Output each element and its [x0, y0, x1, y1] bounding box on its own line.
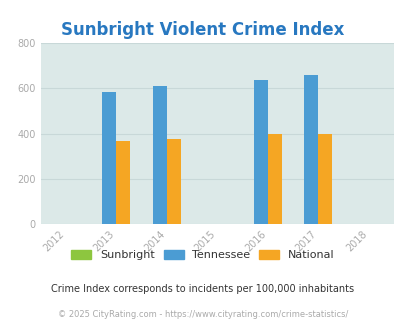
Text: Sunbright Violent Crime Index: Sunbright Violent Crime Index	[61, 21, 344, 39]
Legend: Sunbright, Tennessee, National: Sunbright, Tennessee, National	[71, 250, 334, 260]
Bar	[267, 134, 281, 224]
Bar	[102, 92, 116, 224]
Bar	[318, 134, 331, 224]
Bar	[166, 139, 181, 224]
Text: Crime Index corresponds to incidents per 100,000 inhabitants: Crime Index corresponds to incidents per…	[51, 284, 354, 294]
Bar	[303, 75, 318, 224]
Bar	[152, 86, 166, 224]
Bar	[253, 80, 267, 224]
Bar	[116, 141, 130, 224]
Text: © 2025 CityRating.com - https://www.cityrating.com/crime-statistics/: © 2025 CityRating.com - https://www.city…	[58, 310, 347, 319]
